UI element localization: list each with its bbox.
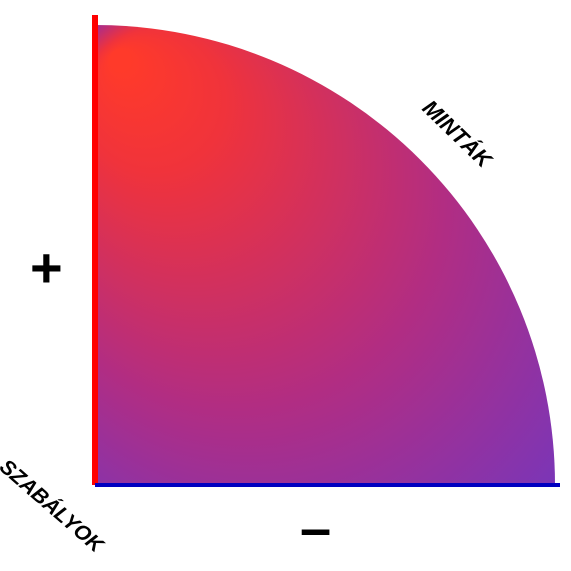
minus-label: – [300,495,331,560]
plus-label: + [30,235,63,300]
diagram-stage: + – SZABÁLYOK MINTÁK [0,0,571,571]
quarter-arc-chart [0,0,571,571]
quarter-wedge [95,25,555,485]
